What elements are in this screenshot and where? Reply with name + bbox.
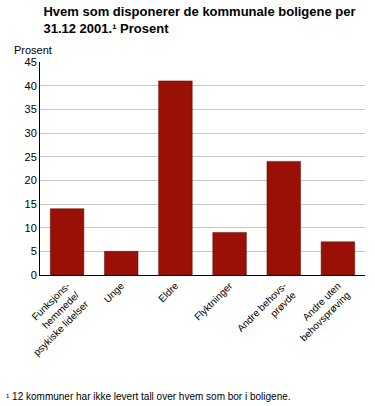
svg-text:30: 30	[25, 127, 37, 139]
svg-text:Flyktninger: Flyktninger	[192, 280, 235, 323]
svg-text:25: 25	[25, 151, 37, 163]
svg-text:0: 0	[31, 269, 37, 281]
svg-text:Unge: Unge	[102, 280, 127, 305]
svg-text:Eldre: Eldre	[156, 280, 181, 305]
svg-text:Prosent: Prosent	[14, 44, 52, 56]
svg-text:10: 10	[25, 222, 37, 234]
svg-text:45: 45	[25, 56, 37, 68]
svg-text:¹ 12 kommuner har ikke levert: ¹ 12 kommuner har ikke levert tall over …	[6, 391, 291, 402]
svg-text:40: 40	[25, 80, 37, 92]
svg-text:5: 5	[31, 245, 37, 257]
svg-text:20: 20	[25, 174, 37, 186]
svg-text:Andre behovs-prøvde: Andre behovs-prøvde	[235, 280, 298, 343]
svg-text:Hvem som disponerer de kommuna: Hvem som disponerer de kommunale boligen…	[43, 4, 355, 36]
svg-text:35: 35	[25, 103, 37, 115]
svg-text:Andre utenbehovsprøving: Andre utenbehovsprøving	[289, 280, 352, 343]
svg-text:Funksjons-hemmede/psykiske lid: Funksjons-hemmede/psykiske lidelser	[13, 280, 91, 358]
svg-text:15: 15	[25, 198, 37, 210]
